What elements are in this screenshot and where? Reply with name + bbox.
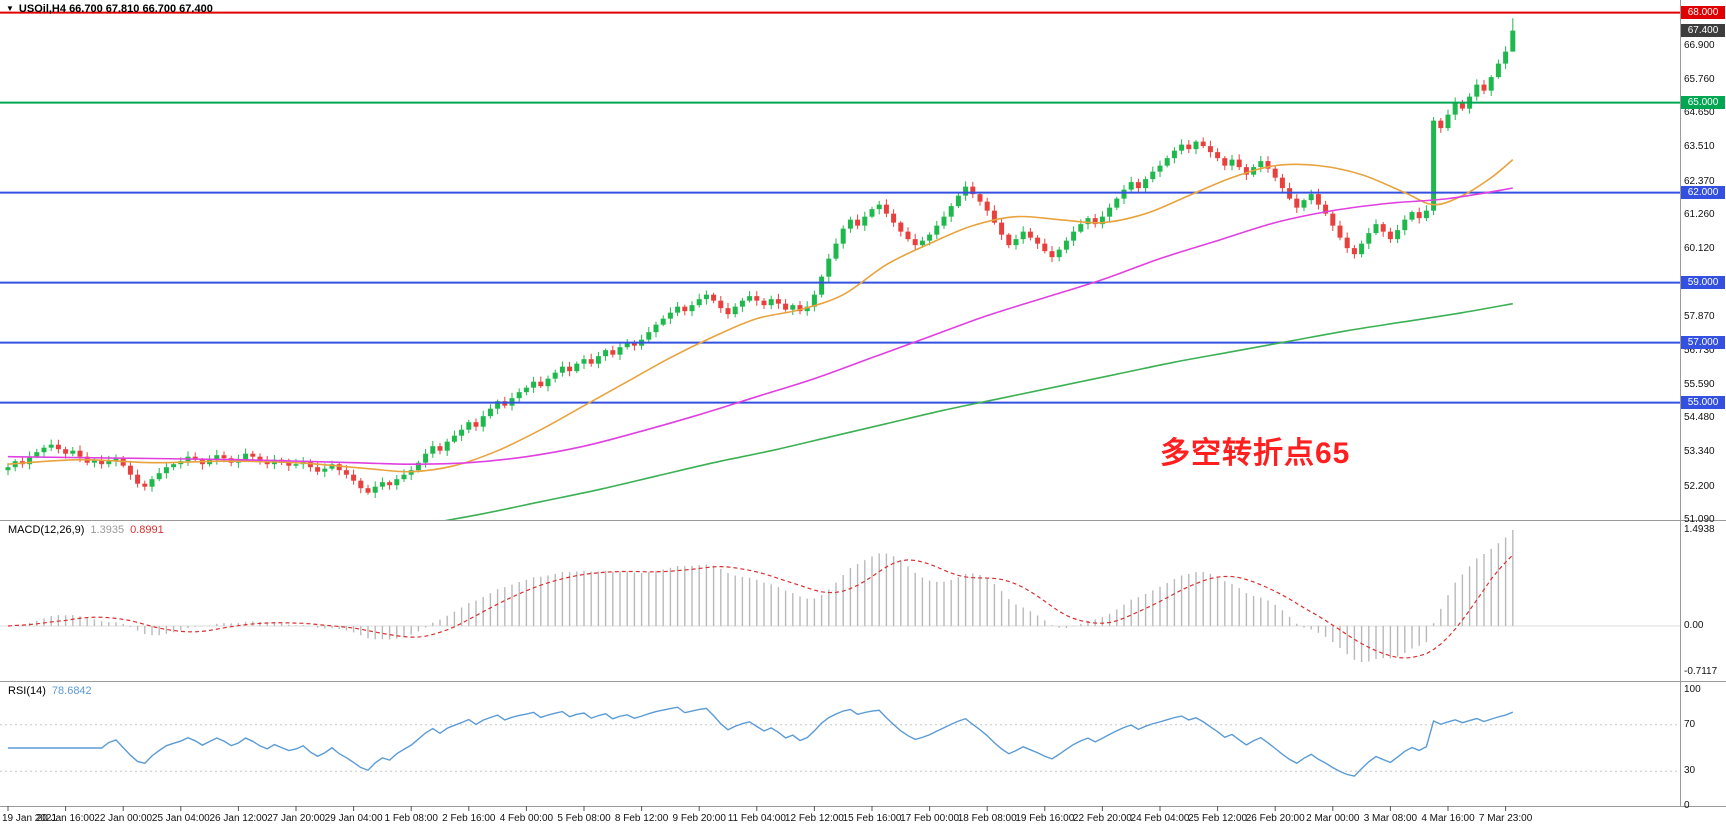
- time-tick-label: 17 Feb 00:00: [900, 813, 960, 824]
- price-level-badge: 65.000: [1681, 95, 1725, 109]
- price-tick-label: 63.510: [1684, 141, 1715, 153]
- price-tick-label: 64.650: [1684, 107, 1715, 119]
- macd-value-signal: 0.8991: [130, 524, 164, 536]
- chart-title: ▼ USOil,H4 66.700 67.810 66.700 67.400: [6, 3, 213, 15]
- time-tick-label: 19 Feb 16:00: [1015, 813, 1075, 824]
- price-tick-label: 66.900: [1684, 39, 1715, 51]
- price-tick-label: 60.120: [1684, 243, 1715, 255]
- price-tick-label: 55.590: [1684, 378, 1715, 390]
- time-tick-label: 2 Mar 00:00: [1306, 813, 1360, 824]
- time-tick-label: 15 Feb 16:00: [842, 813, 902, 824]
- symbol-marker-icon: ▼: [6, 4, 14, 13]
- rsi-scale-label: 100: [1684, 684, 1701, 695]
- time-tick-label: 18 Feb 08:00: [957, 813, 1017, 824]
- price-tick-label: 61.260: [1684, 208, 1715, 220]
- time-tick-label: 25 Jan 04:00: [151, 813, 210, 824]
- macd-scale-label: 1.4938: [1684, 523, 1715, 535]
- price-tick-label: 52.200: [1684, 480, 1715, 492]
- time-tick-label: 29 Jan 04:00: [324, 813, 383, 824]
- time-tick-label: 5 Feb 08:00: [557, 813, 611, 824]
- price-level-badge: 62.000: [1681, 185, 1725, 199]
- rsi-scale-label: 0: [1684, 800, 1690, 811]
- time-tick-label: 8 Feb 12:00: [614, 813, 669, 824]
- price-axis[interactable]: 66.900 65.760 64.650 63.510 62.370 61.260 60.1…: [1680, 0, 1726, 811]
- price-level-badge: 57.000: [1681, 335, 1725, 349]
- time-tick-label: 25 Feb 12:00: [1188, 813, 1248, 824]
- price-level-badge: 59.000: [1681, 275, 1725, 289]
- time-tick-label: 1 Feb 08:00: [384, 813, 438, 824]
- time-tick-label: 22 Jan 00:00: [94, 813, 153, 824]
- time-tick-label: 24 Feb 04:00: [1130, 813, 1190, 824]
- chart-title-symbol: USOil,H4: [18, 3, 66, 15]
- time-axis[interactable]: 19 Jan 2021 20 Jan 16:00 22 Jan 00:00 25 Ja…: [0, 806, 1726, 837]
- time-tick-label: 7 Mar 23:00: [1478, 813, 1533, 824]
- price-level-badge: 68.000: [1681, 5, 1725, 19]
- time-tick-label: 11 Feb 04:00: [727, 813, 786, 824]
- time-tick-label: 3 Mar 08:00: [1363, 813, 1418, 824]
- time-tick-label: 27 Jan 20:00: [267, 813, 325, 824]
- time-tick-label: 20 Jan 16:00: [36, 813, 95, 824]
- price-tick-label: 56.730: [1684, 344, 1715, 356]
- price-level-badge: 67.400: [1681, 23, 1725, 37]
- rsi-indicator-label: RSI(14) 78.6842: [8, 685, 92, 697]
- time-tick-label: 12 Feb 12:00: [784, 813, 844, 824]
- macd-indicator-label: MACD(12,26,9) 1.3935 0.8991: [8, 524, 164, 536]
- time-tick-label: 2 Feb 16:00: [442, 813, 496, 824]
- time-tick-label: 19 Jan 2021: [2, 813, 58, 824]
- rsi-value: 78.6842: [51, 685, 92, 697]
- macd-value-main: 1.3935: [90, 524, 125, 536]
- time-tick-label: 9 Feb 20:00: [672, 813, 726, 824]
- macd-scale-label: -0.7117: [1684, 665, 1718, 677]
- rsi-scale-label: 30: [1684, 765, 1696, 777]
- time-tick-label: 4 Mar 16:00: [1421, 813, 1475, 824]
- time-tick-label: 4 Feb 00:00: [499, 813, 554, 824]
- price-level-badge: 55.000: [1681, 395, 1725, 409]
- price-tick-label: 54.480: [1684, 412, 1715, 424]
- price-tick-label: 62.370: [1684, 175, 1715, 187]
- time-tick-label: 26 Jan 12:00: [209, 813, 268, 824]
- price-tick-label: 53.340: [1684, 446, 1715, 458]
- macd-scale-label: 0.00: [1684, 620, 1704, 631]
- chart-title-ohlc: 66.700 67.810 66.700 67.400: [69, 3, 213, 15]
- price-tick-label: 57.870: [1684, 310, 1715, 322]
- rsi-name: RSI(14): [8, 685, 46, 697]
- annotation-text: 多空转折点65: [1160, 437, 1351, 470]
- time-tick-label: 26 Feb 20:00: [1245, 813, 1305, 824]
- price-tick-label: 51.090: [1684, 514, 1715, 525]
- macd-name: MACD(12,26,9): [8, 524, 85, 536]
- rsi-scale-label: 70: [1684, 718, 1696, 730]
- price-tick-label: 65.760: [1684, 73, 1715, 85]
- time-tick-label: 22 Feb 20:00: [1072, 813, 1132, 824]
